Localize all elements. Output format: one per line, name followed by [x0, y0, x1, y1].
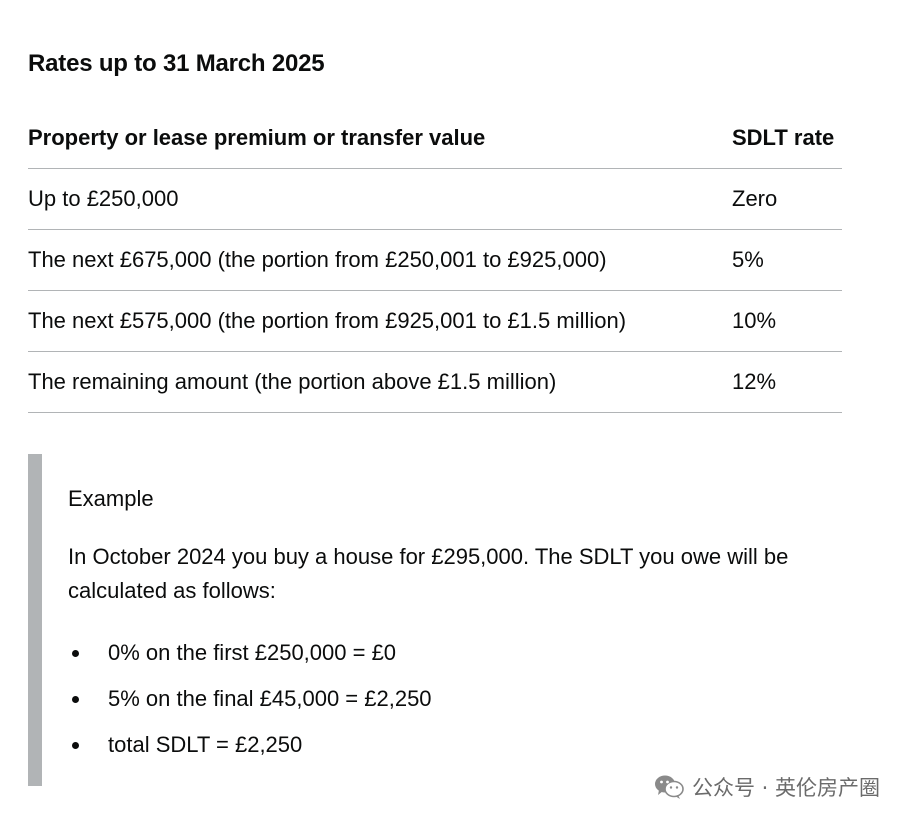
example-title: Example: [68, 486, 154, 511]
rates-table: Property or lease premium or transfer va…: [28, 108, 842, 413]
table-row: The next £575,000 (the portion from £925…: [28, 290, 842, 352]
watermark-text: 公众号 · 英伦房产圈: [691, 776, 880, 800]
list-item: 0% on the first £250,000 = £0: [68, 630, 432, 676]
rate-cell: 12%: [732, 351, 842, 413]
rate-cell: 5%: [732, 229, 842, 291]
example-list: 0% on the first £250,000 = £0 5% on the …: [68, 630, 432, 768]
list-item-text: total SDLT = £2,250: [108, 732, 303, 757]
band-cell: The remaining amount (the portion above …: [28, 351, 732, 413]
watermark: 公众号 · 英伦房产圈: [654, 772, 880, 802]
list-item-text: 0% on the first £250,000 = £0: [108, 640, 397, 665]
list-item: total SDLT = £2,250: [68, 722, 432, 768]
column-header-rate: SDLT rate: [732, 108, 842, 169]
band-cell: The next £675,000 (the portion from £250…: [28, 229, 732, 291]
example-inset: Example In October 2024 you buy a house …: [28, 454, 888, 786]
section-heading: Rates up to 31 March 2025: [28, 50, 325, 77]
bullet-icon: [72, 696, 79, 703]
list-item-text: 5% on the final £45,000 = £2,250: [108, 686, 432, 711]
table-header-row: Property or lease premium or transfer va…: [28, 108, 842, 169]
table-row: The remaining amount (the portion above …: [28, 351, 842, 413]
example-body: In October 2024 you buy a house for £295…: [68, 544, 789, 603]
column-header-value: Property or lease premium or transfer va…: [28, 108, 732, 169]
wechat-icon: [654, 774, 684, 800]
band-cell: The next £575,000 (the portion from £925…: [28, 290, 732, 352]
table-row: Up to £250,000 Zero: [28, 168, 842, 230]
bullet-icon: [72, 742, 79, 749]
list-item: 5% on the final £45,000 = £2,250: [68, 676, 432, 722]
band-cell: Up to £250,000: [28, 168, 732, 230]
rate-cell: Zero: [732, 168, 842, 230]
table-row: The next £675,000 (the portion from £250…: [28, 229, 842, 291]
rate-cell: 10%: [732, 290, 842, 352]
bullet-icon: [72, 650, 79, 657]
